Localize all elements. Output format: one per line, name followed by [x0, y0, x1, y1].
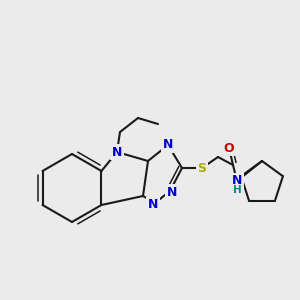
- Text: N: N: [232, 175, 242, 188]
- Text: H: H: [232, 185, 242, 195]
- Text: S: S: [197, 161, 206, 175]
- Text: N: N: [167, 185, 177, 199]
- Text: N: N: [163, 139, 173, 152]
- Text: N: N: [112, 146, 122, 158]
- Text: N: N: [148, 199, 158, 212]
- Text: O: O: [224, 142, 234, 154]
